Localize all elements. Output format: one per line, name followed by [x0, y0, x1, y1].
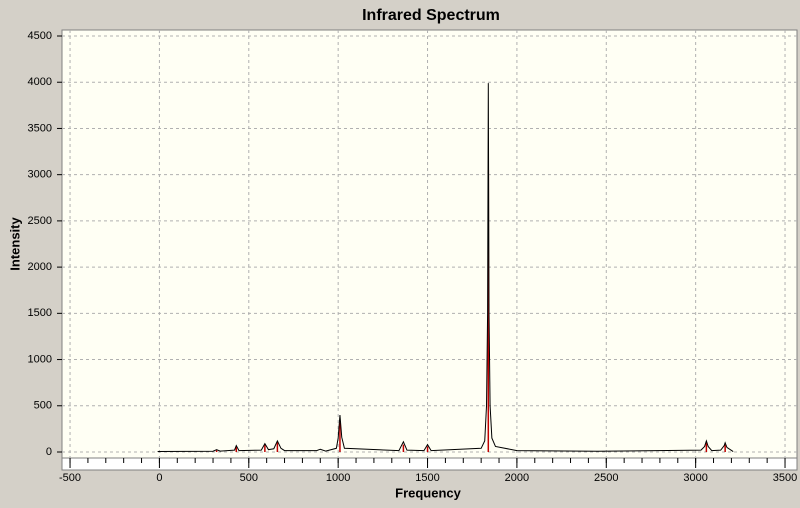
- x-tick-label: 2000: [505, 472, 529, 484]
- y-tick-label: 4000: [28, 76, 52, 88]
- y-tick-label: 1500: [28, 307, 52, 319]
- chart-title: Infrared Spectrum: [362, 7, 500, 24]
- x-tick-label: -500: [59, 472, 81, 484]
- y-tick-label: 1000: [28, 353, 52, 365]
- plot-area: [61, 29, 798, 459]
- x-tick-label: 0: [156, 472, 162, 484]
- x-tick-label: 2500: [594, 472, 618, 484]
- x-tick-label: 500: [240, 472, 258, 484]
- y-tick-label: 2000: [28, 261, 52, 273]
- y-tick-label: 3500: [28, 122, 52, 134]
- x-axis-label: Frequency: [395, 485, 462, 500]
- y-tick-label: 2500: [28, 215, 52, 227]
- y-tick-label: 500: [34, 400, 52, 412]
- spectrum-line: [157, 83, 734, 453]
- y-axis-label: Intensity: [7, 217, 22, 271]
- x-tick-label: 3000: [683, 472, 707, 484]
- x-tick-label: 3500: [773, 472, 797, 484]
- x-tick-label: 1000: [326, 472, 350, 484]
- y-tick-label: 3000: [28, 169, 52, 181]
- x-tick-label: 1500: [415, 472, 439, 484]
- y-tick-label: 4500: [28, 30, 52, 42]
- x-axis-strip: [61, 457, 798, 471]
- y-tick-label: 0: [46, 446, 52, 458]
